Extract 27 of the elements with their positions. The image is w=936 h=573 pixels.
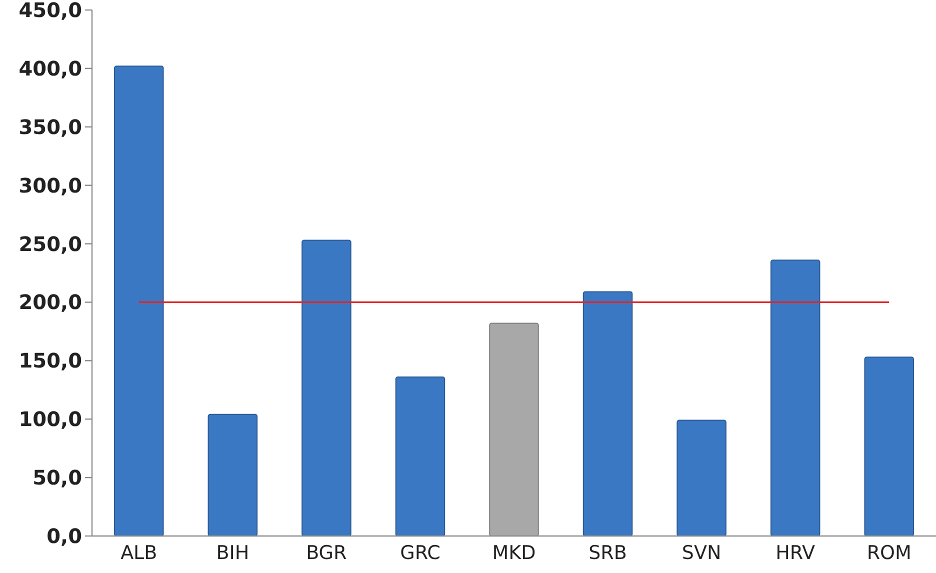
y-tick-label: 300,0	[18, 173, 82, 198]
bar	[582, 291, 633, 536]
y-tick-label: 250,0	[18, 232, 82, 256]
x-tick-label: MKD	[492, 542, 536, 564]
x-tick-label: SRB	[588, 542, 627, 564]
bar	[395, 376, 446, 536]
x-tick-label: ROM	[866, 542, 912, 564]
y-tick-label: 100,0	[18, 407, 82, 432]
y-tick-label: 200,0	[18, 290, 82, 314]
bar	[864, 356, 914, 536]
x-tick-label: HRV	[776, 542, 816, 564]
bar	[770, 260, 820, 536]
x-tick-label: SVN	[682, 542, 722, 564]
x-tick-label: GRC	[400, 542, 440, 564]
x-tick-label: ALB	[120, 542, 158, 564]
y-tick-label: 0,0	[46, 524, 82, 548]
bar	[114, 66, 164, 536]
y-tick-label: 350,0	[18, 114, 82, 139]
y-tick-label: 50,0	[32, 466, 82, 490]
bar	[208, 414, 258, 536]
bar	[302, 240, 352, 536]
x-tick-label: BIH	[216, 542, 250, 564]
y-tick-label: 150,0	[18, 348, 82, 373]
y-tick-label: 450,0	[18, 0, 82, 22]
y-tick-label: 400,0	[18, 56, 82, 80]
bar	[676, 420, 726, 536]
x-tick-label: BGR	[306, 542, 347, 564]
